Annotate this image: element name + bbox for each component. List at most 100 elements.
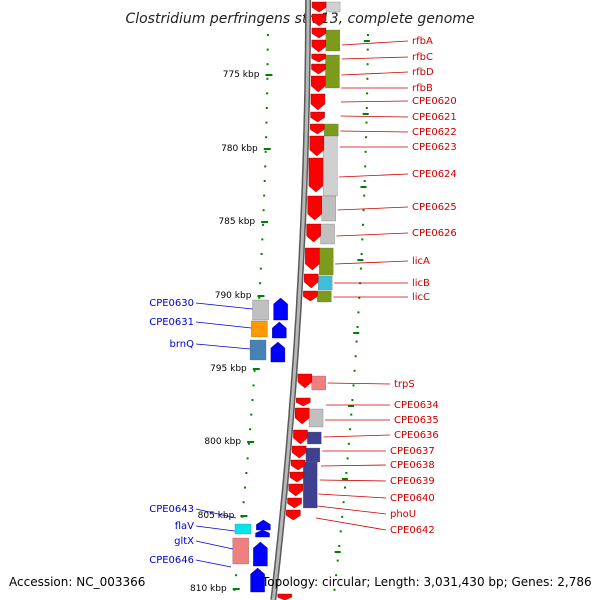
ring-dot — [258, 296, 261, 299]
gene-label-gltx: gltX — [174, 536, 194, 547]
ring-dot — [356, 326, 359, 328]
label-leader — [341, 71, 409, 76]
forward-gene-arrow — [290, 459, 306, 471]
ring-dot — [333, 588, 336, 591]
ring-dot — [265, 107, 268, 109]
label-leader — [195, 321, 252, 329]
feature-bar — [325, 1, 341, 13]
scale-tick — [257, 295, 265, 297]
gene-label-cpe0631: CPE0631 — [149, 317, 194, 328]
ring-dot — [364, 165, 367, 168]
gene-label-cpe0639: CPE0639 — [390, 476, 435, 487]
ring-dot — [365, 107, 368, 109]
ring-dot — [259, 267, 262, 270]
feature-bar — [307, 431, 322, 445]
gene-label-cpe0642: CPE0642 — [390, 525, 435, 536]
label-leader — [195, 343, 251, 350]
gene-label-rfbd: rfbD — [412, 67, 434, 78]
ring-dot — [346, 457, 349, 460]
scale-label: 780 kbp — [221, 144, 258, 154]
reverse-gene-arrow — [250, 567, 265, 593]
gene-label-cpe0630: CPE0630 — [149, 298, 194, 309]
forward-gene-arrow — [311, 1, 327, 13]
gene-label-cpe0636: CPE0636 — [394, 430, 439, 441]
label-leader — [317, 505, 387, 515]
gene-label-phou: phoU — [390, 509, 416, 520]
ring-dot — [341, 515, 344, 518]
ring-dot — [264, 150, 267, 153]
feature-bar — [305, 447, 321, 463]
gene-label-brnq: brnQ — [170, 339, 195, 350]
ring-dot — [261, 223, 264, 226]
gene-label-cpe0620: CPE0620 — [412, 96, 457, 107]
feature-bar — [324, 123, 339, 137]
scale-tick — [240, 515, 248, 517]
ring-dot — [365, 136, 368, 139]
feature-bar — [234, 523, 252, 535]
ring-dot — [366, 34, 369, 36]
ring-dot — [357, 311, 360, 314]
scale-tick — [265, 74, 273, 76]
feature-bar — [303, 461, 318, 509]
ring-dot — [351, 399, 354, 401]
label-leader — [320, 464, 387, 467]
gene-label-cpe0640: CPE0640 — [390, 493, 435, 504]
ring-dot — [366, 48, 369, 51]
ring-dot — [249, 428, 252, 431]
genome-backbone — [270, 0, 312, 600]
ring-dot — [366, 92, 369, 95]
reverse-gene-arrow — [256, 519, 271, 531]
ring-dot — [352, 384, 355, 387]
forward-gene-arrow — [307, 195, 322, 221]
gene-label-lica: licA — [412, 256, 430, 267]
scale-label: 795 kbp — [210, 364, 247, 374]
feature-bars — [232, 1, 341, 565]
ring-dot — [343, 486, 346, 489]
ring-dot — [266, 77, 269, 80]
gene-label-cpe0638: CPE0638 — [390, 460, 435, 471]
reverse-gene-arrow — [273, 297, 288, 321]
feature-bar — [317, 275, 333, 291]
gene-label-trps: trpS — [394, 379, 415, 390]
label-leaders — [195, 40, 409, 568]
ring-dot — [361, 238, 364, 241]
ring-dot — [253, 369, 256, 372]
ring-dot — [263, 194, 266, 197]
feature-bar — [308, 408, 324, 428]
scale-label: 810 kbp — [190, 584, 227, 594]
scale-label: 775 kbp — [223, 70, 260, 80]
gene-label-cpe0634: CPE0634 — [394, 400, 439, 411]
feature-bar — [320, 223, 335, 245]
feature-bar — [317, 290, 332, 303]
gene-label-cpe0646: CPE0646 — [149, 555, 194, 566]
label-leader — [195, 559, 232, 568]
ring-dash — [360, 186, 367, 188]
ring-dot — [252, 384, 255, 387]
gene-label-rfba: rfbA — [412, 36, 433, 47]
scale-marks: 775 kbp 780 kbp 785 kbp 790 kbp 795 kbp 800 k… — [190, 70, 273, 594]
gene-label-cpe0626: CPE0626 — [412, 228, 457, 239]
scale-tick — [263, 148, 271, 150]
label-leader — [335, 260, 409, 265]
ring-dot — [263, 180, 266, 182]
ring-dot — [355, 340, 358, 343]
ring-dot — [251, 399, 254, 401]
ring-dot — [264, 165, 267, 168]
ring-dash — [334, 551, 341, 553]
label-leader — [195, 302, 253, 310]
scale-tick — [261, 221, 269, 223]
feature-bar — [311, 375, 326, 391]
forward-gene-arrow — [310, 111, 325, 123]
feature-bar — [319, 247, 334, 276]
feature-bar — [232, 537, 249, 565]
ring-dot — [245, 472, 248, 474]
label-leader — [337, 206, 409, 211]
forward-gene-arrow — [293, 429, 308, 445]
scale-label: 800 kbp — [204, 437, 241, 447]
scale-label: 805 kbp — [198, 511, 235, 521]
forward-gene-arrow — [297, 373, 313, 389]
scale-label: 785 kbp — [218, 217, 255, 227]
label-leader — [318, 493, 387, 499]
gene-label-flav: flaV — [175, 521, 194, 532]
